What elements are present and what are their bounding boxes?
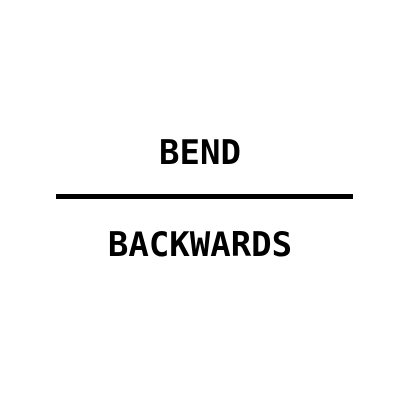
top-word: BEND [159, 133, 241, 173]
bottom-word: BACKWARDS [107, 225, 293, 265]
divider-line [56, 194, 353, 199]
